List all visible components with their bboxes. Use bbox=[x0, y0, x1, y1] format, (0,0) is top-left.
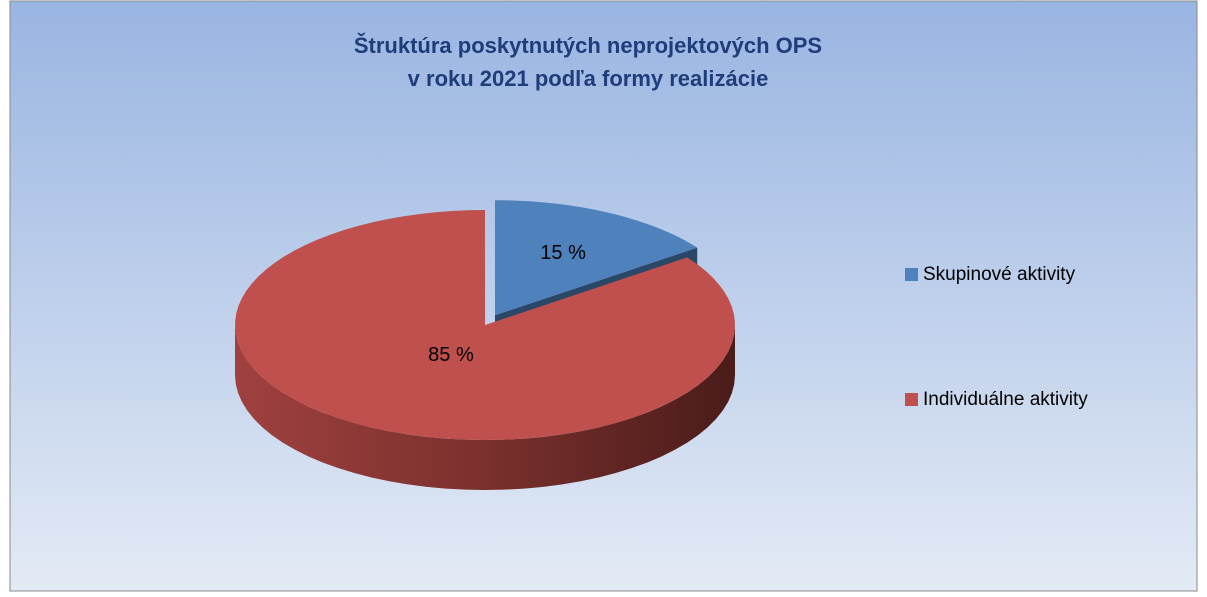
data-label: 85 % bbox=[428, 344, 474, 366]
chart-title: v roku 2021 podľa formy realizácie bbox=[408, 66, 769, 91]
pie-slice bbox=[235, 210, 735, 440]
pie-slice bbox=[494, 200, 698, 316]
slice-side bbox=[235, 325, 735, 490]
legend-swatch bbox=[905, 393, 918, 406]
legend-label: Individuálne aktivity bbox=[923, 389, 1088, 410]
legend-swatch bbox=[905, 268, 918, 281]
data-label: 15 % bbox=[540, 242, 586, 264]
legend-label: Skupinové aktivity bbox=[923, 264, 1076, 285]
chart-title: Štruktúra poskytnutých neprojektových OP… bbox=[354, 33, 822, 58]
